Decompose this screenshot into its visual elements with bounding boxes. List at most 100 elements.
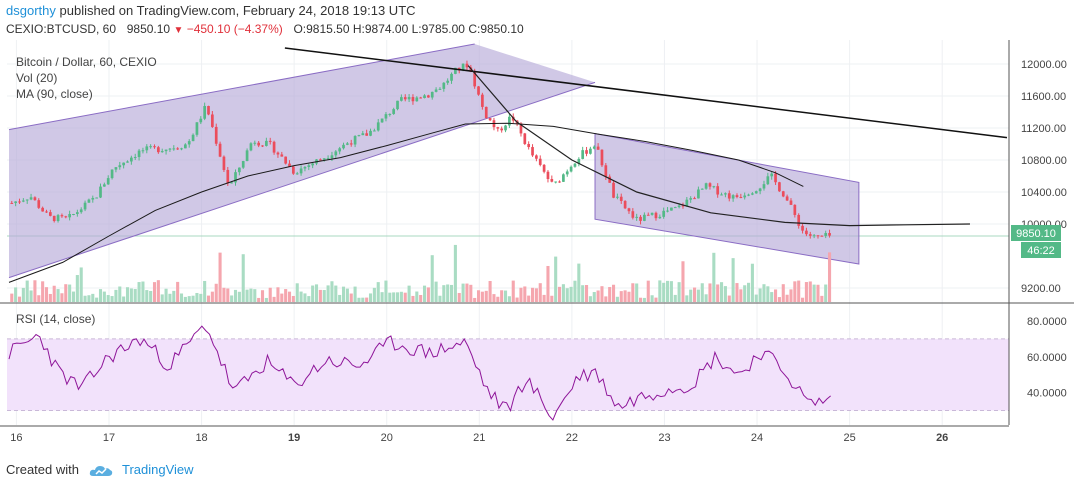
candle-body	[211, 114, 214, 127]
candle-body	[284, 156, 288, 164]
candle-body	[18, 201, 21, 203]
volume-bar	[195, 292, 199, 302]
time-tick-label: 24	[751, 432, 763, 444]
candle-body	[585, 150, 588, 154]
volume-bar	[380, 292, 384, 302]
volume-bar	[334, 285, 338, 302]
volume-bar	[129, 288, 133, 302]
volume-bar	[816, 284, 820, 302]
time-tick-label: 16	[10, 432, 22, 444]
candle-body	[519, 123, 523, 134]
volume-bar	[318, 289, 322, 302]
tradingview-link[interactable]: TradingView	[122, 462, 194, 477]
candle-body	[160, 151, 164, 153]
volume-bar	[685, 295, 689, 302]
volume-bar	[503, 290, 508, 302]
candle-body	[562, 174, 565, 182]
candle-body	[29, 197, 33, 200]
volume-bar	[689, 289, 693, 302]
candle-body	[789, 200, 793, 205]
volume-bar	[731, 258, 735, 302]
volume-bar	[469, 284, 473, 302]
volume-bar	[303, 293, 307, 302]
moving-average-line	[8, 122, 804, 283]
candle-body	[704, 183, 708, 189]
candle-body	[295, 173, 299, 175]
rsi-band	[7, 338, 1009, 411]
candle-body	[423, 95, 426, 99]
volume-bar	[264, 297, 268, 302]
rsi-legend: RSI (14, close)	[16, 312, 95, 326]
candle-body	[635, 216, 639, 218]
candle-body	[596, 146, 600, 150]
volume-bar	[573, 280, 577, 302]
candle-body	[600, 149, 604, 166]
volume-bar	[515, 297, 519, 302]
volume-bar	[75, 275, 79, 302]
ohlc-close: C:9850.10	[468, 22, 524, 36]
time-tick-label: 17	[103, 432, 115, 444]
candle-body	[619, 196, 623, 201]
candle-body	[334, 151, 338, 156]
price-tick-label: 11600.00	[1021, 91, 1066, 103]
candle-body	[365, 133, 369, 136]
candle-body	[369, 130, 372, 136]
candle-body	[37, 200, 41, 208]
volume-bar	[152, 282, 157, 302]
candle-body	[292, 166, 295, 174]
candle-body	[249, 143, 253, 151]
candle-body	[338, 148, 342, 152]
volume-bar	[457, 292, 461, 302]
candle-body	[450, 73, 453, 81]
volume-bar	[658, 280, 662, 302]
author-link[interactable]: dsgorthy	[6, 3, 56, 18]
volume-bar	[720, 282, 724, 302]
volume-bar	[330, 281, 334, 302]
candle-body	[141, 150, 145, 152]
main-legend: Bitcoin / Dollar, 60, CEXIO	[16, 55, 157, 69]
volume-bar	[365, 297, 369, 302]
volume-bar	[476, 290, 481, 302]
volume-bar	[808, 281, 812, 302]
candle-body	[434, 89, 438, 92]
volume-bar	[793, 281, 797, 302]
candle-body	[168, 148, 172, 150]
candle-body	[384, 114, 388, 119]
candle-body	[627, 208, 631, 212]
last-price-badge	[1011, 225, 1061, 241]
volume-bar	[287, 291, 292, 302]
chart-area[interactable]: 12000.00 11600.00 11200.00 10800.00 10400.00…	[0, 40, 1074, 458]
ascending-channel-bottom	[8, 81, 596, 279]
volume-bar	[662, 282, 666, 302]
volume-bar	[230, 295, 234, 302]
candle-body	[145, 146, 149, 151]
volume-bar	[168, 293, 172, 302]
candle-body	[720, 194, 723, 196]
volume-bar	[557, 286, 562, 302]
candle-body	[214, 126, 218, 144]
candle-body	[650, 212, 654, 215]
time-tick-label: 25	[843, 432, 855, 444]
volume-bar	[102, 291, 106, 302]
volume-bar	[523, 286, 527, 302]
volume-bar	[554, 256, 558, 302]
volume-bar	[68, 284, 72, 302]
candle-body	[137, 150, 141, 158]
candle-body	[180, 148, 183, 150]
candle-body	[76, 212, 79, 215]
volume-bar	[507, 296, 511, 302]
last-price-badge-text: 9850.10	[1016, 228, 1056, 240]
candle-body	[538, 158, 542, 165]
volume-bar	[743, 285, 747, 302]
volume-bar	[276, 287, 280, 302]
candle-body	[222, 156, 226, 170]
volume-bar	[785, 294, 789, 302]
volume-bar	[268, 287, 272, 302]
candle-body	[241, 161, 245, 168]
volume-bar	[542, 294, 546, 302]
candle-body	[812, 235, 816, 237]
candle-body	[407, 97, 411, 100]
candle-body	[801, 225, 804, 231]
volume-bar	[172, 290, 176, 302]
candle-body	[353, 136, 357, 145]
